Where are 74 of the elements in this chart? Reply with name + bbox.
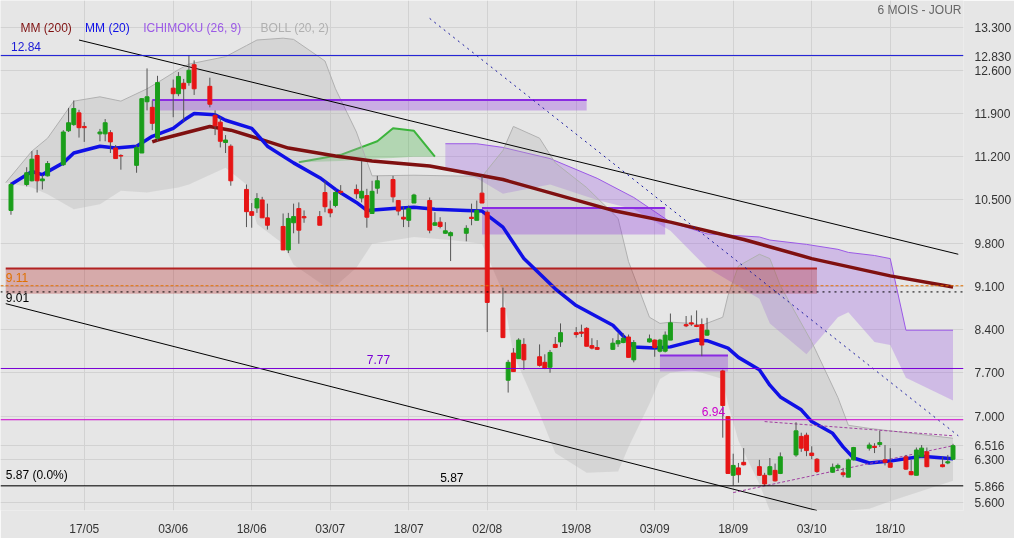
y-tick-label: 6.300	[974, 452, 1005, 467]
x-tick-label: 18/07	[393, 521, 425, 536]
line-series	[444, 143, 954, 331]
candlestick	[479, 175, 485, 204]
x-tick-label: 03/09	[639, 521, 671, 536]
y-tick-label: 8.400	[974, 323, 1005, 338]
candlestick	[107, 129, 113, 154]
candlestick	[149, 100, 155, 131]
candlestick	[469, 203, 474, 226]
candlestick	[364, 188, 370, 229]
candlestick	[626, 334, 632, 358]
annotation: 12.84	[10, 40, 42, 55]
candlestick	[280, 213, 286, 251]
candlestick	[516, 337, 522, 360]
x-tick-label: 02/08	[472, 521, 503, 536]
candlestick	[254, 192, 260, 214]
y-tick-label: 12.830	[974, 49, 1012, 64]
y-tick-label: 12.600	[974, 63, 1012, 78]
candlestick	[735, 462, 741, 484]
candlestick	[186, 54, 192, 87]
candlestick	[505, 359, 511, 394]
y-tick-label: 9.100	[974, 279, 1005, 294]
annotation: 5.87	[440, 470, 464, 485]
text: ICHIMOKU (26, 9)	[143, 21, 242, 36]
text: MM (20)	[85, 21, 130, 36]
y-tick-label: 10.500	[974, 193, 1012, 208]
line-series	[150, 124, 955, 289]
candlestick	[437, 216, 443, 229]
candlestick	[432, 211, 438, 227]
candlestick	[840, 467, 846, 478]
chart-subtitle: 6 MOIS - JOUR	[877, 3, 962, 18]
x-tick-label: 18/09	[718, 521, 749, 536]
x-tick-label: 17/05	[69, 521, 100, 536]
candlestick	[322, 180, 328, 213]
annotation: 7.77	[366, 353, 391, 368]
x-tick-label: 03/06	[158, 521, 189, 536]
text: MM (200)	[20, 21, 72, 36]
candlestick	[390, 175, 396, 203]
candlestick	[170, 79, 176, 118]
annotation: 6.94	[701, 404, 726, 419]
line-series	[5, 37, 954, 439]
y-tick-label: 5.600	[974, 495, 1005, 510]
candlestick	[767, 457, 773, 476]
y-tick-label: 11.900	[974, 106, 1011, 121]
y-tick-label: 13.300	[974, 20, 1012, 35]
candlestick	[401, 206, 406, 228]
candlestick	[474, 200, 480, 221]
candlestick	[406, 204, 412, 228]
x-tick-label: 03/07	[315, 521, 346, 536]
annotation: 5.87 (0.0%)	[5, 467, 68, 482]
candlestick	[631, 339, 637, 363]
candlestick	[207, 77, 213, 108]
x-tick-label: 19/08	[561, 521, 592, 536]
y-tick-label: 7.000	[974, 409, 1005, 424]
y-tick-label: 5.866	[974, 479, 1005, 494]
candlestick	[547, 349, 553, 374]
candlestick	[704, 317, 710, 337]
x-tick-label: 18/10	[875, 521, 906, 536]
y-tick-label: 6.516	[974, 439, 1005, 454]
candlestick	[558, 322, 563, 348]
annotation: 9.11	[5, 270, 29, 285]
y-tick-label: 9.800	[974, 236, 1005, 251]
y-tick-label: 7.700	[974, 366, 1005, 381]
candlestick	[264, 203, 270, 231]
candlestick	[730, 453, 736, 486]
candlestick	[359, 160, 365, 203]
candlestick	[181, 78, 187, 123]
candlestick	[175, 71, 181, 97]
x-tick-label: 18/06	[236, 521, 268, 536]
x-tick-label: 03/10	[796, 521, 828, 536]
y-tick-label: 11.200	[974, 150, 1011, 165]
annotation: 9.01	[5, 290, 30, 305]
candlestick	[537, 343, 543, 368]
candlestick	[521, 337, 527, 371]
